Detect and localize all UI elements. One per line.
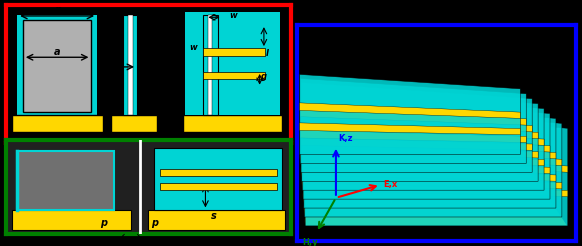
- Polygon shape: [304, 175, 562, 189]
- Polygon shape: [305, 153, 568, 172]
- Text: (a): (a): [119, 234, 144, 246]
- Polygon shape: [303, 91, 544, 190]
- Bar: [203, 48, 265, 56]
- Bar: [186, 12, 279, 115]
- Polygon shape: [303, 153, 544, 166]
- Polygon shape: [304, 103, 562, 217]
- Polygon shape: [301, 115, 532, 132]
- Bar: [183, 115, 282, 132]
- Polygon shape: [300, 130, 526, 142]
- Text: w: w: [230, 11, 237, 20]
- Text: a: a: [54, 46, 61, 57]
- Bar: [129, 15, 133, 115]
- Polygon shape: [154, 148, 282, 210]
- Bar: [160, 183, 277, 190]
- Polygon shape: [148, 210, 285, 230]
- Polygon shape: [304, 168, 556, 181]
- Polygon shape: [301, 145, 538, 158]
- Polygon shape: [17, 152, 114, 210]
- Bar: [203, 72, 265, 79]
- Polygon shape: [301, 138, 532, 150]
- Polygon shape: [304, 99, 556, 208]
- Text: t: t: [112, 56, 116, 65]
- Bar: [203, 15, 218, 115]
- Bar: [111, 115, 157, 132]
- Polygon shape: [305, 107, 568, 226]
- Polygon shape: [300, 74, 520, 154]
- Polygon shape: [301, 122, 538, 138]
- Polygon shape: [303, 95, 550, 199]
- Polygon shape: [305, 183, 568, 197]
- Text: d: d: [164, 60, 171, 70]
- Polygon shape: [300, 109, 526, 125]
- Text: H,y: H,y: [303, 238, 318, 246]
- Polygon shape: [303, 128, 544, 145]
- Polygon shape: [303, 160, 550, 173]
- Polygon shape: [300, 103, 520, 118]
- Bar: [160, 169, 277, 176]
- Polygon shape: [300, 154, 568, 226]
- Polygon shape: [300, 123, 520, 135]
- Text: K,z: K,z: [339, 135, 353, 143]
- Text: w: w: [190, 43, 197, 52]
- Text: p: p: [54, 5, 61, 15]
- Polygon shape: [304, 140, 556, 159]
- Text: p: p: [100, 218, 107, 228]
- Polygon shape: [303, 134, 550, 152]
- Text: l: l: [265, 49, 268, 58]
- Polygon shape: [301, 87, 538, 181]
- Bar: [17, 15, 97, 118]
- Bar: [123, 15, 137, 115]
- Polygon shape: [304, 147, 562, 166]
- Bar: [12, 115, 103, 132]
- Polygon shape: [301, 82, 532, 172]
- Polygon shape: [300, 78, 526, 163]
- Bar: [23, 20, 91, 112]
- Text: p: p: [151, 218, 158, 228]
- Polygon shape: [12, 210, 132, 230]
- Bar: [208, 15, 212, 115]
- Text: s: s: [211, 211, 217, 221]
- Text: E,x: E,x: [384, 180, 398, 189]
- Text: g: g: [261, 72, 267, 81]
